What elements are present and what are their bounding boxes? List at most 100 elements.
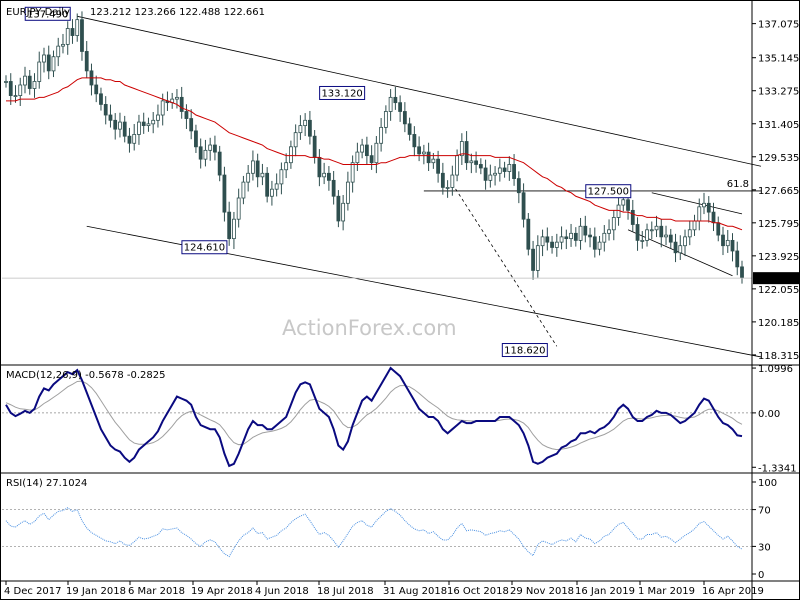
candle-body (554, 241, 559, 248)
candle-body (602, 232, 607, 243)
fib-label: 61.8 (727, 179, 749, 190)
candle-body (626, 199, 630, 211)
candle-body (497, 167, 502, 174)
date-tick-label: 29 Nov 2018 (510, 586, 574, 597)
rsi-tick-label: 0 (758, 570, 764, 581)
price-tick-label: 118.315 (758, 351, 799, 362)
candle-body (84, 51, 89, 72)
candle-body (246, 172, 251, 183)
candle-body (175, 96, 179, 100)
candle-body (270, 188, 274, 197)
annotations: 137.490 133.120 124.610 127.500 118.620 61.8 (24, 6, 749, 358)
rsi-title: RSI(14) 27.1024 (6, 478, 87, 489)
candle-body (37, 61, 42, 82)
candle-body (284, 162, 289, 171)
candle-body (236, 197, 241, 220)
annotation-label: 127.500 (588, 187, 629, 198)
candle-body (23, 75, 27, 86)
candle-body (388, 96, 393, 112)
candle-body (450, 174, 455, 188)
date-tick-label: 16 Jan 2019 (575, 586, 635, 597)
candle-body (232, 218, 236, 240)
price-tick-label: 129.535 (758, 153, 799, 164)
annotation-box (181, 240, 228, 255)
date-tick-label: 16 Oct 2018 (447, 586, 509, 597)
rsi-tick-label: 70 (758, 506, 771, 517)
candle-body (75, 19, 80, 36)
candle-body (578, 225, 583, 241)
candle-body (431, 158, 436, 164)
candle-body (251, 160, 255, 174)
candle-body (317, 156, 322, 178)
candle-body (65, 28, 70, 45)
x-axis: 4 Dec 2017 19 Jan 2018 6 Mar 2018 19 Apr 20… (4, 581, 764, 597)
candle-body (374, 142, 379, 164)
candle-body (635, 224, 640, 241)
candle-body (512, 164, 516, 179)
candle-body (725, 239, 730, 247)
candle-body (241, 181, 246, 199)
candle-body (564, 236, 569, 240)
candle-body (683, 236, 687, 247)
candle-body (103, 104, 108, 116)
candle-body (459, 141, 464, 157)
candle-body (331, 179, 336, 197)
candle-body (345, 181, 350, 204)
candle-body (322, 172, 327, 178)
macd-signal-line (5, 380, 743, 451)
candle-body (113, 119, 118, 130)
candle-body (483, 167, 488, 181)
candle-body (132, 134, 137, 144)
candle-body (550, 241, 554, 248)
candle-body (445, 187, 450, 189)
candle-body (350, 162, 355, 183)
trendline (452, 183, 558, 347)
candle-body (298, 125, 303, 134)
candle-body (649, 229, 654, 232)
price-tick-label: 135.145 (758, 54, 799, 65)
price-tick-label: 120.185 (758, 318, 799, 329)
candle-body (421, 151, 426, 155)
candle-body (474, 160, 478, 165)
macd-tick-label: -1.3341 (758, 463, 797, 474)
macd-tick-label: 1.0996 (758, 364, 793, 375)
candle-body (255, 160, 260, 178)
price-tick-label: 125.795 (758, 219, 799, 230)
candle-body (160, 100, 165, 116)
candle-body (217, 151, 222, 176)
candle-body (502, 167, 507, 172)
candle-body (706, 202, 711, 213)
candle-body (222, 174, 227, 213)
candle-body (673, 241, 678, 254)
candle-body (526, 218, 531, 250)
candle-body (740, 266, 744, 278)
candle-body (716, 222, 721, 236)
candle-body (621, 199, 626, 206)
candle-body (730, 239, 735, 252)
candles (4, 11, 744, 284)
candle-body (412, 134, 417, 148)
candle-body (583, 225, 588, 236)
candle-body (697, 206, 702, 222)
candle-body (355, 151, 360, 164)
candle-body (645, 229, 649, 241)
candle-body (303, 119, 308, 127)
candle-body (687, 229, 692, 238)
rsi-panel: 100 70 30 0 (2, 478, 777, 581)
price-tick-label: 137.075 (758, 20, 799, 31)
candle-body (70, 28, 75, 36)
candle-body (540, 236, 545, 247)
date-tick-label: 18 Jul 2018 (317, 586, 374, 597)
candle-body (260, 172, 265, 178)
macd-tick-label: 0.00 (758, 409, 780, 420)
annotation-box (24, 6, 71, 21)
candle-body (336, 195, 341, 222)
candle-body (469, 160, 474, 164)
candle-body (664, 234, 668, 238)
candle-body (659, 225, 664, 238)
date-tick-label: 31 Aug 2018 (383, 586, 447, 597)
date-tick-label: 1 Mar 2019 (638, 586, 695, 597)
candle-body (312, 135, 317, 158)
annotation-label: 133.120 (321, 88, 362, 99)
